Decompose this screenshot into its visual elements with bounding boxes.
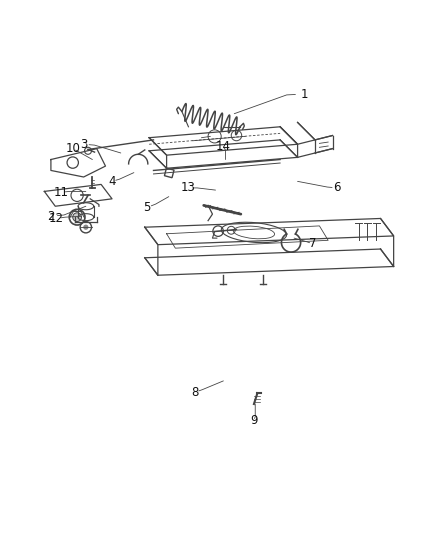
Text: 10: 10: [65, 142, 80, 155]
Circle shape: [83, 224, 88, 230]
Text: 3: 3: [80, 138, 87, 151]
Text: 8: 8: [191, 386, 199, 399]
Text: 1: 1: [300, 87, 308, 101]
Text: 12: 12: [49, 212, 64, 225]
Text: 7: 7: [309, 237, 317, 251]
Text: 13: 13: [181, 181, 196, 195]
Text: 14: 14: [216, 140, 231, 153]
Circle shape: [73, 213, 81, 222]
Text: 4: 4: [108, 175, 116, 188]
Text: 11: 11: [53, 186, 68, 199]
Text: 5: 5: [143, 201, 151, 214]
Bar: [164, 168, 174, 177]
Text: 2: 2: [47, 210, 55, 223]
Text: 6: 6: [333, 181, 341, 195]
Text: 9: 9: [250, 414, 258, 427]
